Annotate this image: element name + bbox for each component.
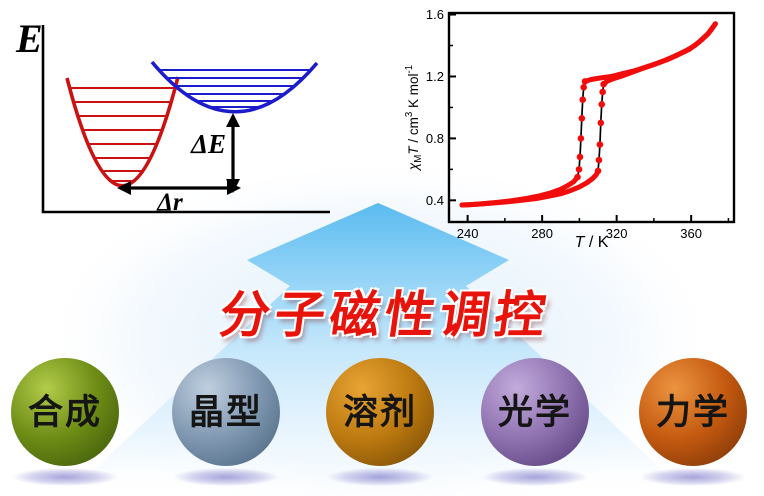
- y-axis-label: χMT / cm3 K mol-1: [405, 65, 424, 171]
- sphere-mechanics: 力学: [639, 358, 747, 466]
- sphere-shadow: [174, 468, 278, 486]
- sphere-mechanics-label: 力学: [655, 392, 730, 432]
- blue-potential-well: [150, 60, 319, 114]
- delta-r-arrow: [117, 181, 241, 195]
- red-potential-well: [65, 76, 180, 188]
- sphere-solvent-label: 溶剂: [342, 392, 417, 432]
- sphere-optics: 光学: [481, 358, 589, 466]
- svg-text:360: 360: [680, 226, 702, 241]
- sphere-optics-label: 光学: [497, 392, 572, 432]
- sphere-solvent: 溶剂: [326, 358, 434, 466]
- sphere-shadow: [328, 468, 432, 486]
- energy-axes: [41, 25, 330, 214]
- svg-text:240: 240: [457, 226, 479, 241]
- main-title: 分子磁性调控: [216, 287, 555, 343]
- svg-text:320: 320: [606, 226, 628, 241]
- sphere-crystal-form: 晶型: [172, 358, 280, 466]
- delta-r-label: Δr: [156, 189, 183, 216]
- sphere-crystal-form-label: 晶型: [188, 392, 263, 432]
- sphere-shadow: [483, 468, 587, 486]
- delta-e-arrow: [226, 113, 240, 193]
- svg-text:1.6: 1.6: [426, 7, 444, 22]
- sphere-synthesis-label: 合成: [27, 392, 102, 432]
- svg-text:0.4: 0.4: [426, 193, 444, 208]
- sphere-shadow: [641, 468, 745, 486]
- delta-e-label: ΔE: [190, 129, 226, 159]
- magnetic-susceptibility-chart: 240 280 320 360 0.4 0.8 1.2 1.6 T / K χMT / cm3 K…: [405, 7, 736, 251]
- x-axis-label: T / K: [575, 234, 609, 251]
- svg-text:0.8: 0.8: [426, 131, 444, 146]
- sphere-synthesis: 合成: [11, 358, 119, 466]
- energy-diagram: E: [15, 16, 330, 216]
- energy-axis-label: E: [15, 16, 43, 61]
- svg-text:280: 280: [531, 226, 553, 241]
- svg-text:1.2: 1.2: [426, 69, 444, 84]
- sphere-shadow: [13, 468, 117, 486]
